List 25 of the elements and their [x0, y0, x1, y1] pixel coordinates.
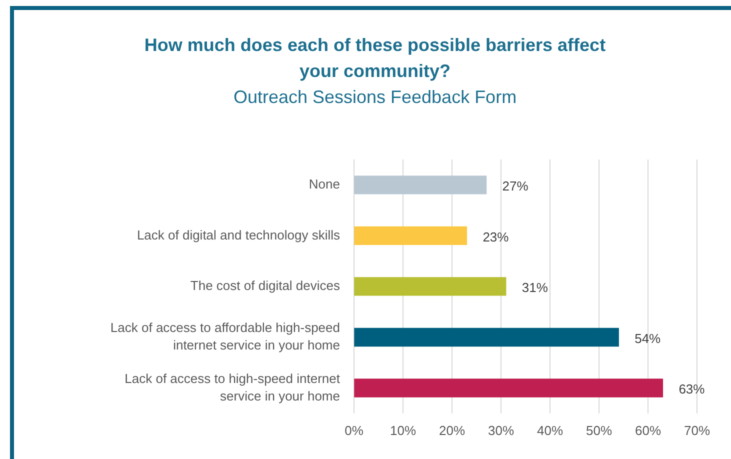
bar: [354, 176, 487, 194]
bar: [354, 226, 468, 246]
x-tick-label: 70%: [684, 422, 710, 438]
x-tick-label: 20%: [438, 422, 466, 438]
y-tick-label: Lack of access to high-speed internet service in your home: [124, 370, 340, 404]
y-tick-label: Lack of digital and technology skills: [136, 227, 340, 242]
y-tick-label: None: [308, 176, 340, 192]
data-label: 27%: [502, 178, 529, 194]
data-label: 63%: [678, 382, 706, 397]
bar: [354, 378, 664, 398]
x-tick-label: 50%: [586, 422, 612, 438]
chart-subtitle: Outreach Sessions Feedback Form: [232, 86, 518, 109]
bar: [354, 277, 506, 296]
y-tick-label: The cost of digital devices: [190, 278, 340, 294]
chart-title: How much does each of these possible barriers affect your community?: [143, 34, 607, 83]
x-tick-label: 10%: [390, 422, 416, 438]
data-label: 23%: [482, 229, 510, 244]
x-tick-label: 60%: [634, 422, 662, 438]
data-label: 54%: [634, 330, 662, 346]
x-tick-label: 40%: [536, 422, 564, 438]
data-label: 31%: [522, 280, 548, 296]
y-tick-label: Lack of access to affordable high-speed internet service in your home: [110, 320, 340, 353]
bar: [354, 328, 619, 347]
x-tick-label: 0%: [344, 422, 364, 438]
x-tick-label: 30%: [488, 422, 514, 438]
